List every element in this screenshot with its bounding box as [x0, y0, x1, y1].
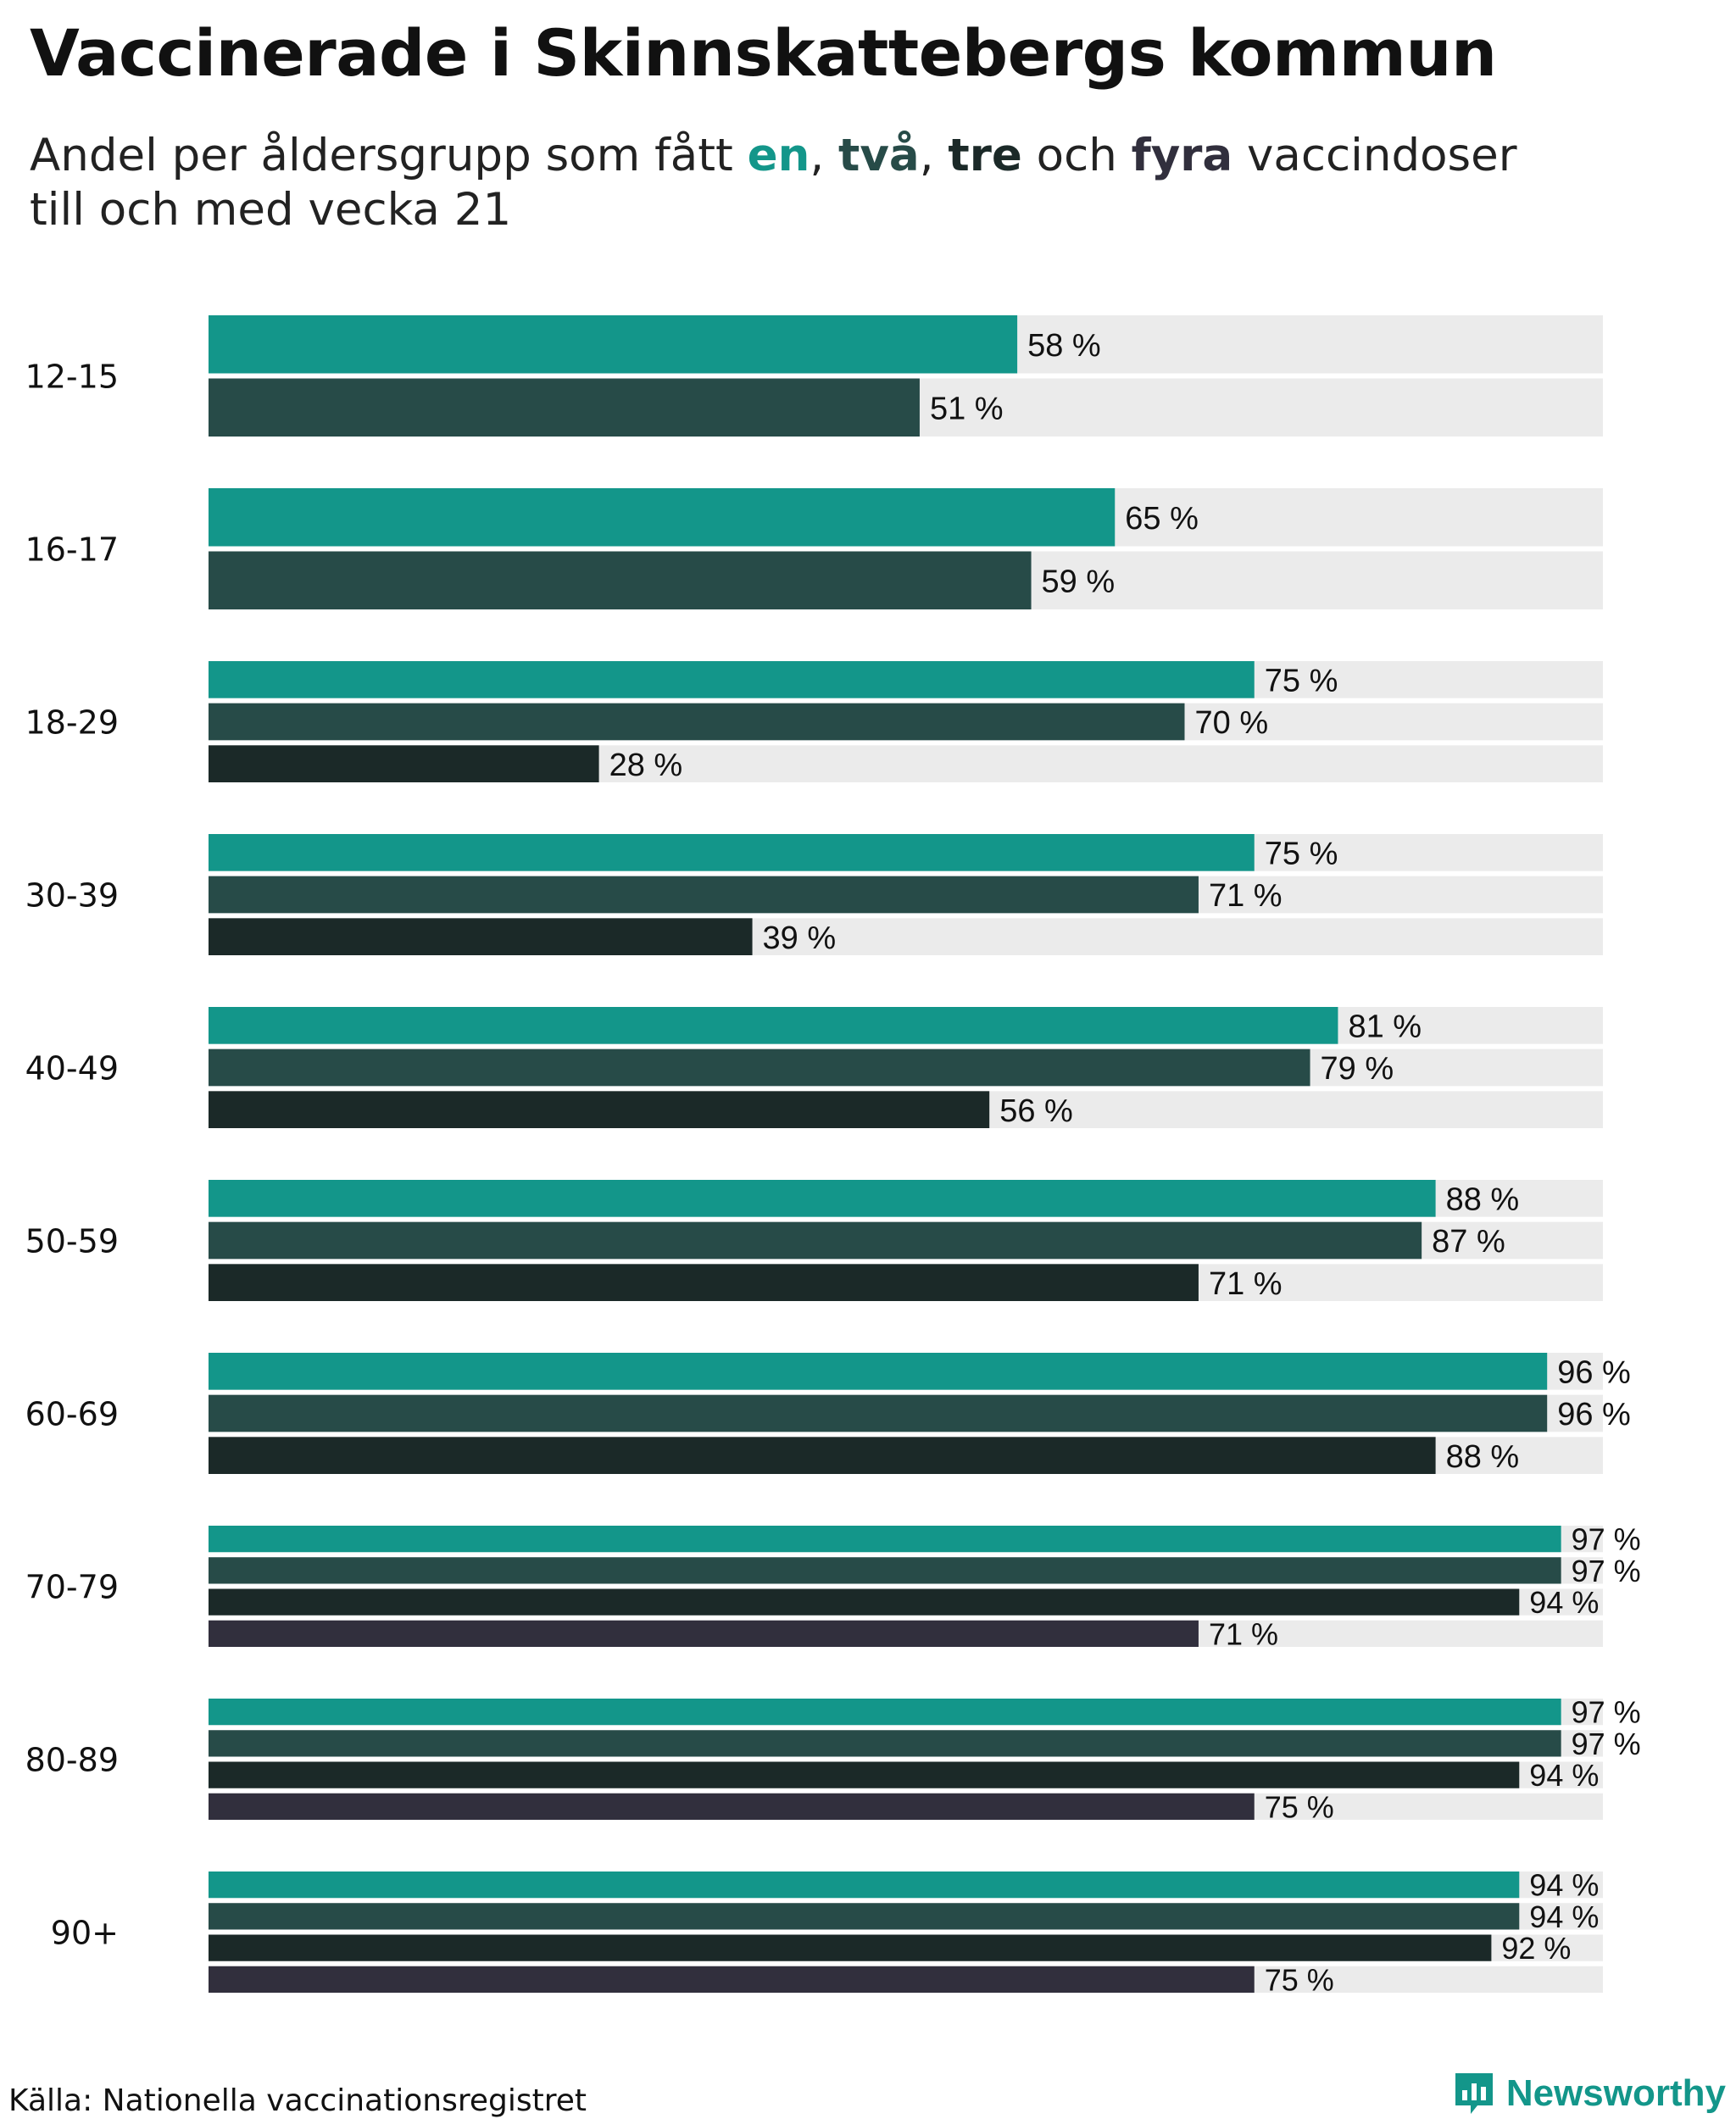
brand-logo: Newsworthy: [1452, 2070, 1726, 2117]
category-label: 40-49: [25, 1050, 119, 1087]
bar-tre: [209, 745, 599, 782]
data-label: 75 %: [1265, 664, 1338, 699]
bar-tre: [209, 1091, 990, 1128]
chart-title: Vaccinerade i Skinnskattebergs kommun: [30, 15, 1497, 91]
bar-tre: [209, 918, 753, 955]
data-label: 97 %: [1572, 1727, 1641, 1761]
chart-subtitle: Andel per åldersgrupp som fått en, två, …: [30, 129, 1517, 237]
bar-tre: [209, 1588, 1520, 1616]
data-label: 65 %: [1125, 501, 1199, 537]
category-label: 70-79: [25, 1569, 119, 1606]
bar-fyra: [209, 1620, 1199, 1647]
data-label: 88 %: [1446, 1439, 1520, 1475]
bar-tre: [209, 1264, 1199, 1301]
bar-tre: [209, 1761, 1520, 1788]
category-label: 18-29: [25, 704, 119, 742]
brand-name: Newsworthy: [1505, 2072, 1726, 2114]
legend-key-tva: två: [838, 130, 920, 181]
bar-två: [209, 1730, 1561, 1757]
bar-chart: 12-15 58 % 51 % 16-17 65 % 59 % 18-29 75 % 70 % 2…: [25, 315, 1641, 1997]
subtitle-separator: ,: [810, 130, 839, 181]
bar-en: [209, 1699, 1561, 1726]
bar-fyra: [209, 1966, 1255, 1993]
data-label: 75 %: [1265, 1962, 1334, 1997]
data-label: 87 %: [1432, 1224, 1505, 1260]
bar-två: [209, 1557, 1561, 1584]
legend-key-en: en: [747, 130, 810, 181]
subtitle-separator: ,: [919, 130, 949, 181]
data-label: 75 %: [1265, 837, 1338, 872]
category-label: 80-89: [25, 1742, 119, 1779]
bar-två: [209, 551, 1032, 609]
bar-två: [209, 1221, 1422, 1260]
data-label: 94 %: [1529, 1585, 1599, 1620]
data-label: 92 %: [1501, 1931, 1571, 1966]
source-note: Källa: Nationella vaccinationsregistret: [8, 2083, 587, 2118]
category-label: 60-69: [25, 1396, 119, 1433]
data-label: 71 %: [1209, 878, 1283, 914]
bar-en: [209, 315, 1018, 374]
subtitle-suffix: vaccindoser: [1232, 130, 1517, 181]
bar-en: [209, 1872, 1520, 1899]
data-label: 97 %: [1572, 1695, 1641, 1730]
category-label: 16-17: [25, 531, 119, 569]
subtitle-prefix: Andel per åldersgrupp som fått: [30, 130, 748, 181]
bar-två: [209, 1903, 1520, 1930]
bar-två: [209, 378, 920, 437]
bar-en: [209, 661, 1255, 698]
data-label: 96 %: [1557, 1397, 1631, 1432]
category-label: 90+: [51, 1915, 119, 1952]
category-label: 50-59: [25, 1223, 119, 1260]
bar-två: [209, 1394, 1548, 1432]
subtitle-period: till och med vecka 21: [30, 184, 512, 236]
bar-en: [209, 1007, 1338, 1044]
bar-en: [209, 1353, 1548, 1390]
bar-en: [209, 488, 1116, 547]
data-label: 97 %: [1572, 1522, 1641, 1557]
category-label: 30-39: [25, 877, 119, 915]
bar-en: [209, 1526, 1561, 1553]
data-label: 96 %: [1557, 1355, 1631, 1391]
data-label: 79 %: [1321, 1051, 1394, 1087]
data-label: 56 %: [999, 1093, 1073, 1129]
data-label: 75 %: [1265, 1789, 1334, 1824]
data-label: 71 %: [1209, 1266, 1283, 1302]
subtitle-connector: och: [1021, 130, 1132, 181]
bar-tre: [209, 1437, 1436, 1474]
bar-tre: [209, 1934, 1492, 1961]
legend-key-fyra: fyra: [1131, 130, 1233, 181]
bar-två: [209, 703, 1185, 741]
data-label: 39 %: [763, 920, 837, 956]
data-label: 59 %: [1042, 564, 1116, 599]
newsworthy-logo-icon: [1455, 2073, 1493, 2114]
data-label: 81 %: [1348, 1009, 1422, 1045]
data-label: 94 %: [1529, 1758, 1599, 1793]
data-label: 58 %: [1027, 328, 1101, 364]
data-label: 97 %: [1572, 1554, 1641, 1588]
legend-key-tre: tre: [948, 130, 1022, 181]
data-label: 71 %: [1209, 1616, 1278, 1651]
bar-två: [209, 876, 1199, 914]
data-label: 94 %: [1529, 1899, 1599, 1934]
bar-en: [209, 1180, 1436, 1217]
bar-en: [209, 834, 1255, 871]
bar-fyra: [209, 1793, 1255, 1820]
data-label: 94 %: [1529, 1868, 1599, 1903]
data-label: 70 %: [1195, 705, 1269, 741]
data-label: 28 %: [609, 748, 683, 783]
bar-två: [209, 1048, 1310, 1087]
data-label: 51 %: [930, 391, 1004, 426]
data-label: 88 %: [1446, 1182, 1520, 1218]
category-label: 12-15: [25, 359, 119, 396]
